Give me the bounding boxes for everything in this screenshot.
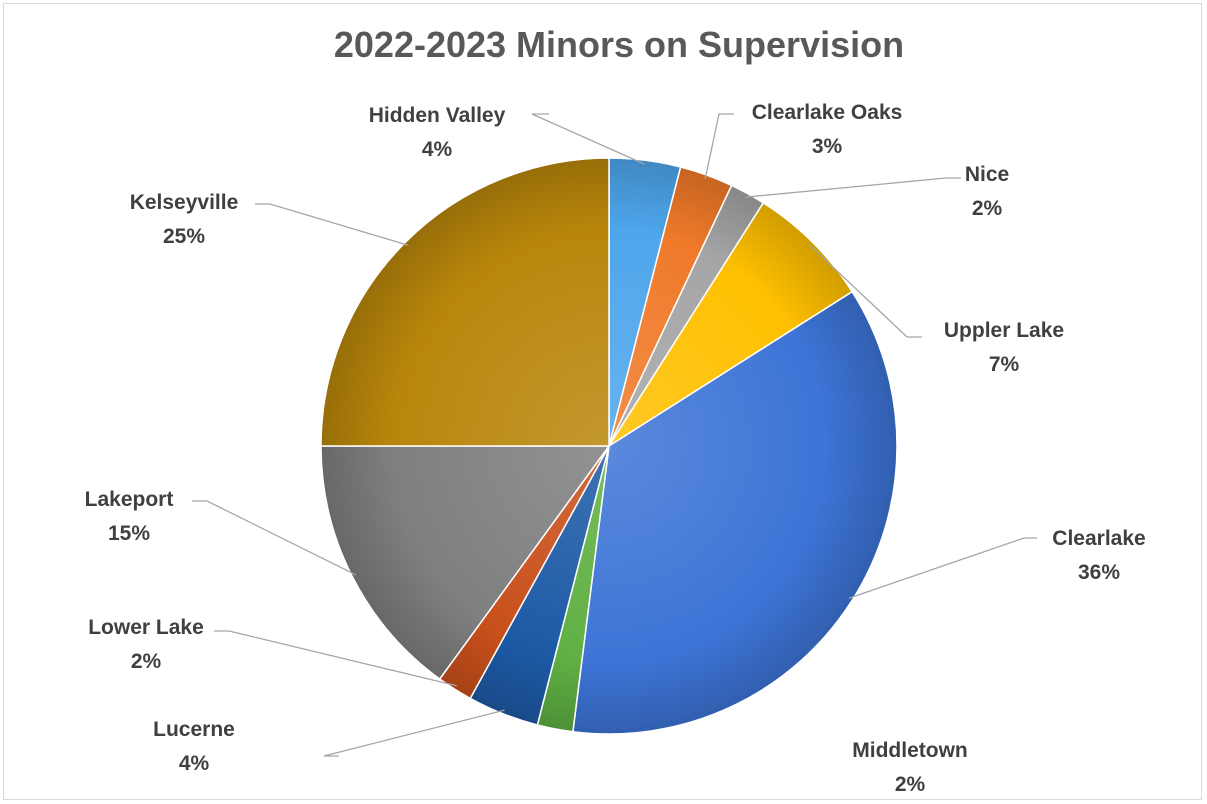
slice-name-label: Lakeport <box>85 488 174 511</box>
slice-name-label: Middletown <box>852 739 967 762</box>
leader-line-lakeport <box>192 500 357 576</box>
slice-percent-label: 7% <box>989 353 1020 376</box>
leader-line-clearlake-oaks <box>704 113 734 179</box>
slice-percent-label: 25% <box>163 225 205 248</box>
pie-slices <box>320 157 898 735</box>
leader-lines <box>192 113 1037 757</box>
pie-chart: 2022-2023 Minors on Supervision Hidden V… <box>85 24 1146 796</box>
slice-percent-label: 2% <box>972 197 1003 220</box>
leader-line-lucerne <box>323 709 505 757</box>
chart-title: 2022-2023 Minors on Supervision <box>334 24 904 65</box>
slice-percent-label: 15% <box>108 522 150 545</box>
slice-labels: Hidden Valley 4% Clearlake Oaks 3% Nice 2% Upp… <box>85 101 1146 796</box>
chart-frame: 2022-2023 Minors on Supervision Hidden V… <box>3 3 1202 800</box>
pie-slice-kelseyville <box>320 157 610 447</box>
pie-slice-lakeport <box>320 445 611 681</box>
leader-line-nice <box>745 177 961 198</box>
slice-percent-label: 3% <box>812 135 843 158</box>
slice-percent-label: 2% <box>895 773 926 796</box>
pie-slice-uppler-lake <box>608 201 854 447</box>
leader-line-clearlake <box>848 537 1037 599</box>
leader-line-hidden-valley <box>531 113 645 165</box>
slice-name-label: Lucerne <box>153 718 235 741</box>
slice-name-label: Clearlake Oaks <box>752 101 903 124</box>
pie-slice-clearlake <box>572 290 898 735</box>
slice-percent-label: 2% <box>131 650 162 673</box>
leader-line-kelseyville <box>255 203 409 246</box>
leader-line-lower-lake <box>214 630 457 687</box>
slice-name-label: Kelseyville <box>130 191 239 214</box>
slice-percent-label: 36% <box>1078 561 1120 584</box>
slice-name-label: Clearlake <box>1052 527 1145 550</box>
leader-line-uppler-lake <box>809 244 922 338</box>
slice-name-label: Nice <box>965 163 1009 186</box>
slice-name-label: Hidden Valley <box>369 104 506 127</box>
slice-name-label: Uppler Lake <box>944 319 1064 342</box>
slice-percent-label: 4% <box>422 138 453 161</box>
slice-name-label: Lower Lake <box>88 616 204 639</box>
slice-percent-label: 4% <box>179 752 210 775</box>
